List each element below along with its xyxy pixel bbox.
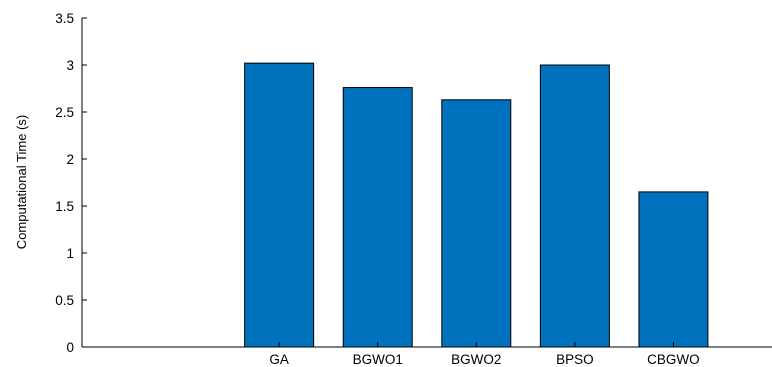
y-tick-label: 3 (66, 58, 74, 73)
x-ticks: GA BGWO1 BGWO2 BPSO CBGWO (269, 342, 700, 367)
y-axis-label: Computational Time (s) (14, 115, 29, 249)
bar-cbgwo (638, 191, 709, 348)
x-tick-label: BGWO1 (353, 352, 403, 367)
x-tick-label: BGWO2 (451, 352, 501, 367)
y-tick-label: 0.5 (55, 293, 74, 308)
bar-bgwo2 (441, 99, 512, 348)
x-tick-label: CBGWO (647, 352, 700, 367)
y-tick-label: 1.5 (55, 199, 74, 214)
bar-bpso (539, 64, 610, 348)
x-tick-label: GA (269, 352, 289, 367)
y-tick-label: 2 (66, 152, 74, 167)
bars (244, 62, 709, 348)
x-tick-label: BPSO (556, 352, 594, 367)
y-tick-label: 2.5 (55, 105, 74, 120)
y-tick-label: 3.5 (55, 11, 74, 26)
bar-bgwo1 (342, 87, 413, 348)
y-tick-label: 1 (66, 246, 74, 261)
y-tick-label: 0 (66, 340, 74, 355)
bar-ga (244, 62, 315, 348)
y-ticks: 0 0.5 1 1.5 2 2.5 3 3.5 (55, 11, 87, 355)
axes (81, 18, 772, 348)
